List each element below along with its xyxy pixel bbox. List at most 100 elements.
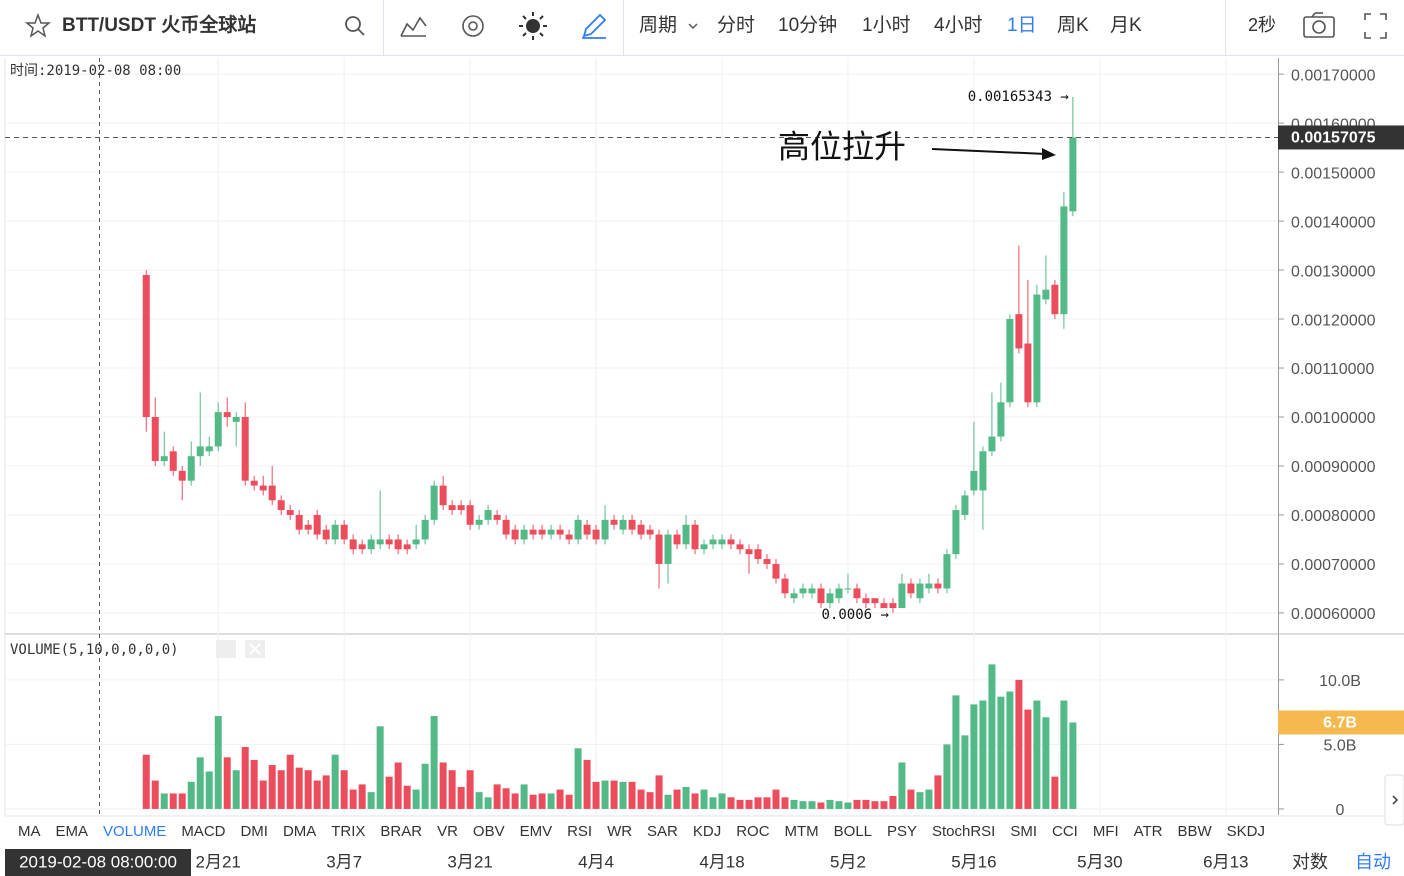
indicator-tab[interactable]: SKDJ xyxy=(1227,823,1265,840)
indicator-tab[interactable]: SAR xyxy=(647,823,678,840)
candle-body xyxy=(1060,206,1068,315)
candle-body xyxy=(520,529,528,540)
candle-body xyxy=(241,417,249,481)
indicator-tab[interactable]: ATR xyxy=(1134,823,1163,840)
candle-body xyxy=(1033,294,1041,403)
interval-button[interactable]: 分时 xyxy=(717,14,755,36)
candle-body xyxy=(196,446,204,457)
plot xyxy=(5,96,1278,809)
indicator-tab[interactable]: TRIX xyxy=(331,823,365,840)
indicator-tab[interactable]: BRAR xyxy=(380,823,422,840)
refresh-rate[interactable]: 2秒 xyxy=(1248,15,1276,35)
scroll-button[interactable] xyxy=(1384,774,1404,826)
search-icon[interactable] xyxy=(345,16,365,36)
volume-bar xyxy=(421,763,429,809)
log-toggle[interactable]: 对数 xyxy=(1292,852,1328,872)
indicator-tab[interactable]: BBW xyxy=(1178,823,1213,840)
indicator-tab[interactable]: MTM xyxy=(785,823,819,840)
candle-body xyxy=(286,510,294,515)
indicator-tab[interactable]: OBV xyxy=(473,823,505,840)
volume-bar xyxy=(367,792,375,809)
interval-button[interactable]: 1小时 xyxy=(862,14,911,36)
indicator-tab[interactable]: DMA xyxy=(283,823,316,840)
fullscreen-icon[interactable] xyxy=(1364,13,1387,39)
crosshair-time: 时间:2019-02-08 08:00 xyxy=(10,63,181,79)
volume-bar xyxy=(781,797,789,809)
volume-bar xyxy=(835,801,843,809)
x-tick-label: 3月21 xyxy=(447,852,492,871)
candle-body xyxy=(574,519,582,540)
volume-bar xyxy=(574,748,582,809)
interval-button[interactable]: 4小时 xyxy=(934,14,983,36)
volume-bar xyxy=(223,757,231,809)
indicator-tab[interactable]: VOLUME xyxy=(103,823,166,840)
volume-bar xyxy=(358,784,366,809)
period-menu[interactable]: 周期 xyxy=(639,14,677,36)
indicator-tab[interactable]: CCI xyxy=(1052,823,1078,840)
interval-button[interactable]: 1日 xyxy=(1007,15,1037,36)
arrow-head xyxy=(1042,148,1056,160)
volume-bar xyxy=(142,754,150,809)
candle-body xyxy=(412,539,420,545)
indicator-tab[interactable]: BOLL xyxy=(834,823,872,840)
volume-bar xyxy=(844,802,852,809)
indicator-icon[interactable] xyxy=(400,16,427,37)
indicator-tab[interactable]: MACD xyxy=(181,823,225,840)
min-label: 0.0006 → xyxy=(822,607,889,623)
candle-body xyxy=(502,519,510,535)
candle-body xyxy=(844,588,852,590)
indicator-tab[interactable]: EMA xyxy=(55,823,88,840)
draw-icon[interactable] xyxy=(582,13,607,39)
volume-bar xyxy=(628,781,636,809)
volume-bar xyxy=(259,780,267,809)
favorite-icon[interactable] xyxy=(24,12,52,38)
candle-body xyxy=(916,583,924,599)
volume-bar xyxy=(250,759,258,809)
volume-bar xyxy=(322,775,330,809)
volume-bar xyxy=(916,792,924,809)
volume-bar xyxy=(475,792,483,809)
indicator-tab[interactable]: StochRSI xyxy=(932,823,995,840)
settings-icon[interactable] xyxy=(462,15,484,37)
indicator-tab[interactable]: RSI xyxy=(567,823,592,840)
annotation: 高位拉升 xyxy=(778,128,906,164)
intervals: 分时 10分钟 1小时 4小时 1日 周K 月K xyxy=(717,14,1142,36)
auto-toggle[interactable]: 自动 xyxy=(1355,852,1391,872)
candle-body xyxy=(682,524,690,545)
indicator-settings[interactable] xyxy=(216,640,236,658)
volume-bar xyxy=(619,781,627,809)
volume-bar xyxy=(1069,722,1077,809)
interval-button[interactable]: 月K xyxy=(1110,15,1142,36)
indicator-tab[interactable]: WR xyxy=(607,823,632,840)
indicator-tabs: MA EMA VOLUME MACD DMI DMA TRIX BRAR VR OBV EMV RSI… xyxy=(18,823,1265,840)
candle-body xyxy=(439,485,447,506)
indicator-tab[interactable]: KDJ xyxy=(693,823,721,840)
volume-bar xyxy=(745,799,753,809)
indicator-tab[interactable]: DMI xyxy=(240,823,267,840)
volume-bar xyxy=(700,789,708,809)
volume-bar xyxy=(385,776,393,809)
indicator-tab[interactable]: VR xyxy=(437,823,458,840)
indicator-tab[interactable]: EMV xyxy=(520,823,553,840)
volume-bar xyxy=(439,762,447,809)
volume-bar xyxy=(727,797,735,809)
candle-body xyxy=(367,539,375,550)
indicator-tab[interactable]: SMI xyxy=(1010,823,1037,840)
volume-bar xyxy=(547,793,555,809)
candle-body xyxy=(952,510,960,555)
indicator-tab[interactable]: PSY xyxy=(887,823,917,840)
volume-bar xyxy=(349,789,357,809)
theme-icon[interactable] xyxy=(519,12,547,40)
screenshot-icon[interactable] xyxy=(1303,12,1335,38)
volume-bar xyxy=(277,770,285,809)
volume-bar xyxy=(736,799,744,809)
volume-bar xyxy=(826,799,834,809)
candle-body xyxy=(907,583,915,594)
indicator-tab[interactable]: ROC xyxy=(736,823,770,840)
volume-bar xyxy=(286,754,294,809)
interval-button[interactable]: 10分钟 xyxy=(778,14,837,36)
interval-button[interactable]: 周K xyxy=(1057,15,1089,36)
indicator-tab[interactable]: MA xyxy=(18,823,41,840)
volume-bar xyxy=(961,735,969,809)
indicator-tab[interactable]: MFI xyxy=(1093,823,1119,840)
